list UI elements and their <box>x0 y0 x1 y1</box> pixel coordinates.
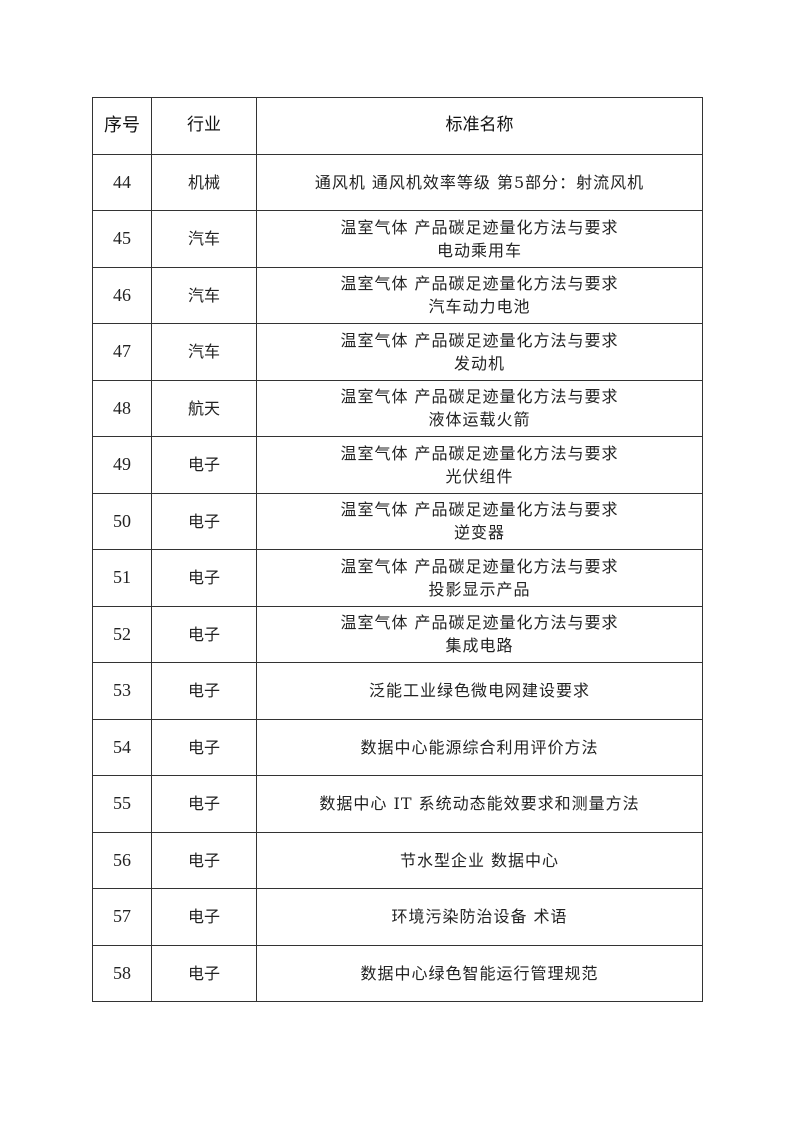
table-row: 54 电子 数据中心能源综合利用评价方法 <box>92 718 703 776</box>
cell-name: 数据中心 IT 系统动态能效要求和测量方法 <box>256 775 703 833</box>
header-name: 标准名称 <box>256 97 703 155</box>
table-row: 55 电子 数据中心 IT 系统动态能效要求和测量方法 <box>92 775 703 833</box>
table-header-row: 序号 行业 标准名称 <box>92 97 703 155</box>
cell-industry: 机械 <box>151 153 257 211</box>
cell-industry: 汽车 <box>151 323 257 381</box>
cell-no: 52 <box>92 605 152 663</box>
cell-name: 环境污染防治设备 术语 <box>256 888 703 946</box>
cell-no: 55 <box>92 775 152 833</box>
cell-name: 泛能工业绿色微电网建设要求 <box>256 662 703 720</box>
table-row: 58 电子 数据中心绿色智能运行管理规范 <box>92 944 703 1002</box>
table-row: 57 电子 环境污染防治设备 术语 <box>92 888 703 946</box>
cell-no: 47 <box>92 323 152 381</box>
cell-industry: 电子 <box>151 944 257 1002</box>
table-row: 53 电子 泛能工业绿色微电网建设要求 <box>92 662 703 720</box>
cell-name: 节水型企业 数据中心 <box>256 831 703 889</box>
table-row: 51 电子 温室气体 产品碳足迹量化方法与要求 投影显示产品 <box>92 549 703 607</box>
cell-no: 58 <box>92 944 152 1002</box>
cell-name: 温室气体 产品碳足迹量化方法与要求 电动乘用车 <box>256 210 703 268</box>
cell-industry: 航天 <box>151 379 257 437</box>
table-row: 48 航天 温室气体 产品碳足迹量化方法与要求 液体运载火箭 <box>92 379 703 437</box>
cell-no: 57 <box>92 888 152 946</box>
cell-industry: 电子 <box>151 662 257 720</box>
cell-no: 48 <box>92 379 152 437</box>
cell-industry: 电子 <box>151 605 257 663</box>
table-row: 56 电子 节水型企业 数据中心 <box>92 831 703 889</box>
cell-no: 54 <box>92 718 152 776</box>
standards-table: 序号 行业 标准名称 44 机械 通风机 通风机效率等级 第5部分：射流风机 45 汽车… <box>92 97 703 1002</box>
cell-name: 通风机 通风机效率等级 第5部分：射流风机 <box>256 153 703 211</box>
cell-no: 44 <box>92 153 152 211</box>
header-industry: 行业 <box>151 97 257 155</box>
cell-industry: 电子 <box>151 718 257 776</box>
cell-name: 温室气体 产品碳足迹量化方法与要求 投影显示产品 <box>256 549 703 607</box>
table-row: 49 电子 温室气体 产品碳足迹量化方法与要求 光伏组件 <box>92 436 703 494</box>
table-row: 50 电子 温室气体 产品碳足迹量化方法与要求 逆变器 <box>92 492 703 550</box>
cell-no: 53 <box>92 662 152 720</box>
table-row: 52 电子 温室气体 产品碳足迹量化方法与要求 集成电路 <box>92 605 703 663</box>
cell-industry: 电子 <box>151 436 257 494</box>
cell-industry: 电子 <box>151 775 257 833</box>
table-row: 47 汽车 温室气体 产品碳足迹量化方法与要求 发动机 <box>92 323 703 381</box>
cell-industry: 汽车 <box>151 210 257 268</box>
cell-no: 46 <box>92 266 152 324</box>
table-row: 45 汽车 温室气体 产品碳足迹量化方法与要求 电动乘用车 <box>92 210 703 268</box>
cell-name: 温室气体 产品碳足迹量化方法与要求 逆变器 <box>256 492 703 550</box>
cell-name: 数据中心能源综合利用评价方法 <box>256 718 703 776</box>
cell-industry: 电子 <box>151 831 257 889</box>
table-row: 46 汽车 温室气体 产品碳足迹量化方法与要求 汽车动力电池 <box>92 266 703 324</box>
cell-name: 温室气体 产品碳足迹量化方法与要求 液体运载火箭 <box>256 379 703 437</box>
cell-name: 数据中心绿色智能运行管理规范 <box>256 944 703 1002</box>
cell-no: 56 <box>92 831 152 889</box>
table-row: 44 机械 通风机 通风机效率等级 第5部分：射流风机 <box>92 153 703 211</box>
cell-industry: 电子 <box>151 492 257 550</box>
cell-name: 温室气体 产品碳足迹量化方法与要求 汽车动力电池 <box>256 266 703 324</box>
cell-name: 温室气体 产品碳足迹量化方法与要求 集成电路 <box>256 605 703 663</box>
cell-name: 温室气体 产品碳足迹量化方法与要求 光伏组件 <box>256 436 703 494</box>
cell-no: 50 <box>92 492 152 550</box>
cell-industry: 汽车 <box>151 266 257 324</box>
cell-industry: 电子 <box>151 549 257 607</box>
cell-industry: 电子 <box>151 888 257 946</box>
cell-no: 51 <box>92 549 152 607</box>
cell-no: 45 <box>92 210 152 268</box>
cell-no: 49 <box>92 436 152 494</box>
header-no: 序号 <box>92 97 152 155</box>
cell-name: 温室气体 产品碳足迹量化方法与要求 发动机 <box>256 323 703 381</box>
